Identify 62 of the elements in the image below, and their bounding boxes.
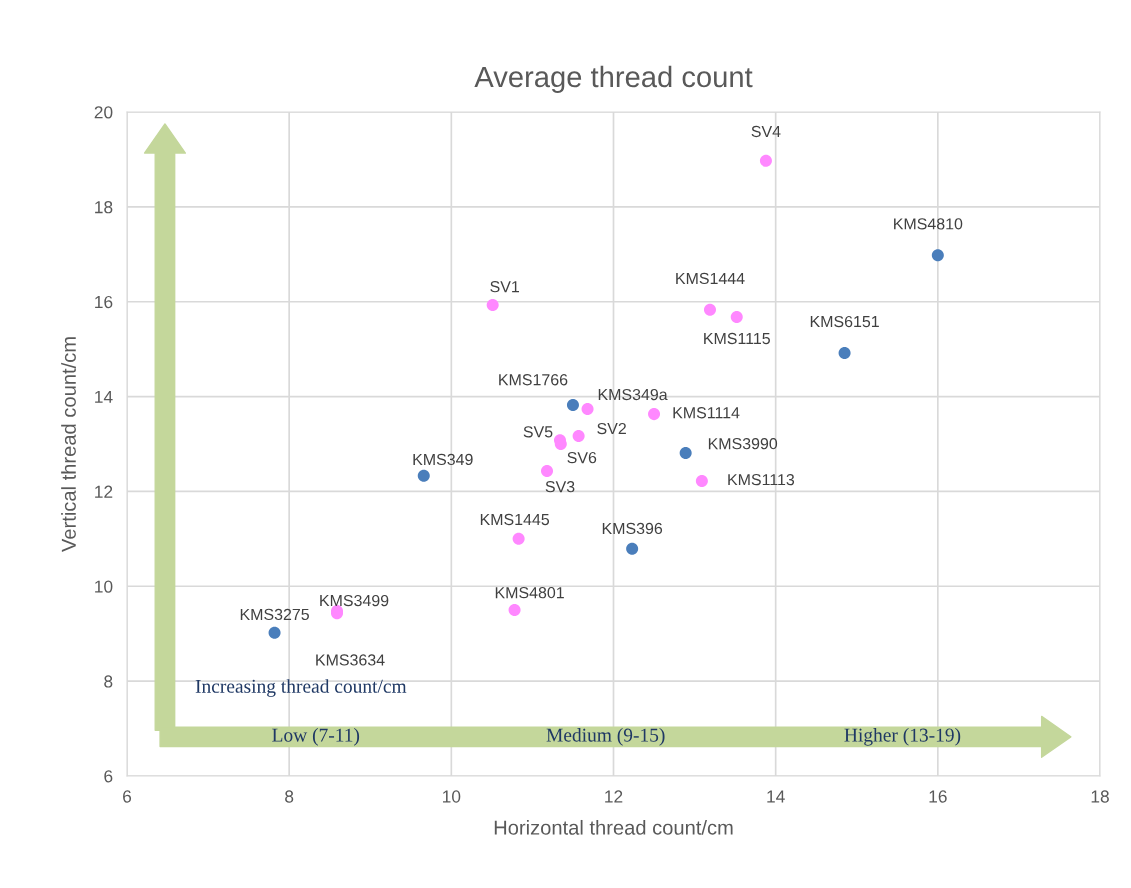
annotation: KMS396 bbox=[602, 522, 663, 535]
point bbox=[626, 542, 639, 555]
annotation: SV1 bbox=[490, 281, 519, 293]
point bbox=[730, 310, 743, 323]
chart-title: Average thread count bbox=[474, 65, 753, 94]
annotation: KMS1766 bbox=[499, 374, 568, 386]
annotation: Higher (13-19) bbox=[844, 727, 961, 746]
annotation: SV5 bbox=[523, 426, 553, 438]
y-tick-label: 8 bbox=[104, 675, 113, 688]
annotation: KMS6151 bbox=[810, 315, 879, 328]
annotation: KMS1445 bbox=[480, 513, 550, 526]
x-tick-label: 18 bbox=[1091, 790, 1109, 803]
y-axis-title: Vertical thread count/cm bbox=[61, 337, 76, 552]
annotation: KMS3990 bbox=[708, 437, 778, 450]
annotation: KMS349a bbox=[598, 388, 668, 401]
point bbox=[703, 303, 716, 316]
annotation: KMS3275 bbox=[240, 608, 309, 621]
annotation: KMS4801 bbox=[495, 586, 564, 599]
annotation: Medium (9-15) bbox=[546, 728, 665, 746]
point bbox=[508, 603, 521, 617]
annotation: KMS1114 bbox=[673, 407, 740, 419]
point bbox=[512, 532, 525, 545]
point bbox=[417, 469, 430, 482]
x-tick-label: 10 bbox=[443, 790, 461, 803]
annotation: KMS1115 bbox=[704, 332, 770, 345]
annotation: KMS1113 bbox=[728, 473, 795, 486]
point bbox=[695, 474, 708, 488]
annotation: SV4 bbox=[751, 125, 781, 138]
annotation: KMS3634 bbox=[316, 654, 385, 666]
point bbox=[541, 465, 554, 478]
annotation: KMS349 bbox=[413, 453, 473, 466]
annotation: KMS3499 bbox=[320, 594, 389, 607]
annotation: KMS4810 bbox=[894, 218, 963, 230]
point bbox=[268, 626, 281, 639]
annotation: SV2 bbox=[597, 422, 626, 435]
y-tick-label: 10 bbox=[95, 580, 113, 593]
point bbox=[759, 154, 772, 167]
point bbox=[648, 408, 661, 421]
point bbox=[931, 249, 944, 262]
annotation: SV6 bbox=[567, 451, 597, 464]
y-tick-label: 16 bbox=[95, 295, 113, 309]
y-tick-label: 6 bbox=[104, 770, 113, 783]
point bbox=[486, 299, 499, 312]
y-tick-label: 14 bbox=[95, 390, 113, 403]
annotation: SV3 bbox=[545, 481, 575, 493]
point bbox=[581, 402, 594, 415]
point bbox=[838, 346, 851, 359]
point bbox=[572, 429, 585, 442]
annotation: Low (7-11) bbox=[272, 728, 360, 746]
point bbox=[679, 447, 692, 460]
annotation: Increasing thread count/cm bbox=[195, 679, 407, 697]
point bbox=[566, 399, 579, 412]
y-tick-label: 20 bbox=[94, 106, 113, 119]
x-tick-label: 8 bbox=[285, 790, 294, 803]
y-tick-label: 12 bbox=[95, 485, 113, 498]
annotation: KMS1444 bbox=[676, 272, 745, 285]
x-tick-label: 6 bbox=[123, 790, 132, 803]
x-tick-label: 14 bbox=[767, 790, 785, 803]
x-tick-label: 12 bbox=[605, 790, 623, 803]
x-axis-title: Horizontal thread count/cm bbox=[494, 819, 733, 835]
x-tick-label: 16 bbox=[929, 790, 947, 803]
y-tick-label: 18 bbox=[95, 201, 113, 214]
